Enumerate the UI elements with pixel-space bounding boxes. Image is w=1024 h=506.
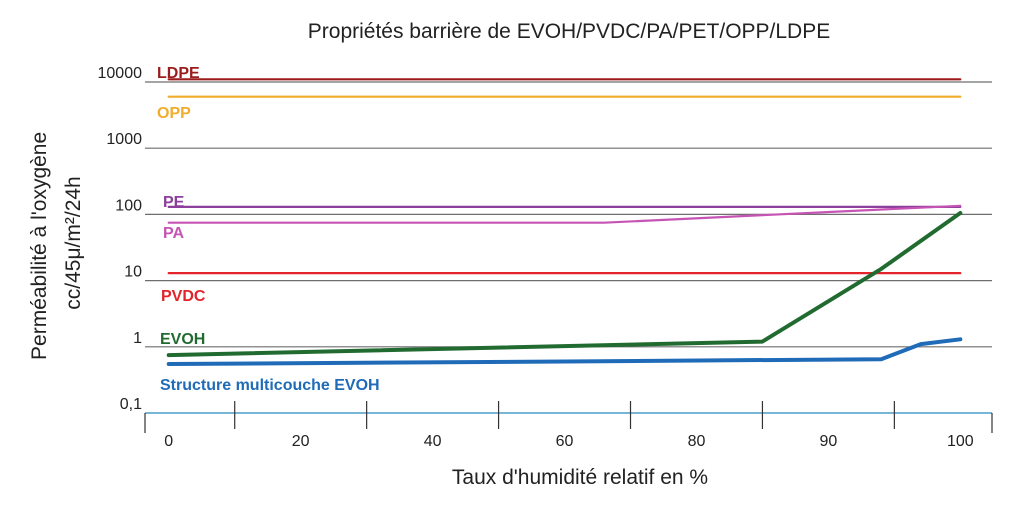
x-tick-label: 20 [292,433,310,450]
x-axis-ticks: 0 20 40 60 80 90 100 [164,433,973,450]
series-labels: LDPE OPP PE PA PVDC EVOH Structure multicouche… [157,65,380,394]
y-tick-label: 10000 [98,65,143,82]
x-tick-label: 90 [820,433,838,450]
x-tick-label: 60 [556,433,574,450]
series-label: Structure multicouche EVOH [160,377,380,394]
y-axis-label-line-2: cc/45μ/m²/24h [62,176,85,310]
series-line [166,337,963,366]
y-tick-label: 0,1 [120,396,142,413]
y-tick-label: 1000 [106,131,142,148]
series-line [166,211,963,358]
series-label: PE [163,194,185,211]
x-tick-label: 40 [424,433,442,450]
series-line [167,204,962,224]
x-axis-label: Taux d'humidité relatif en % [452,466,708,489]
series-label: OPP [157,105,191,122]
y-tick-label: 1 [133,330,142,347]
x-tick-label: 0 [164,433,173,450]
series-label: PVDC [161,288,206,305]
series-label: PA [163,225,184,242]
chart-title: Propriétés barrière de EVOH/PVDC/PA/PET/… [308,20,830,43]
y-axis-ticks: 0,1 1 10 100 1000 10000 [98,65,143,413]
y-axis-label-line-1: Perméabilité à l'oxygène [28,132,51,360]
y-tick-label: 10 [124,264,142,281]
x-axis [144,401,993,433]
y-tick-label: 100 [115,197,142,214]
plot-area: 0,1 1 10 100 1000 10000 0 20 40 60 80 90 100 LDPE OP… [98,65,993,450]
x-tick-label: 80 [688,433,706,450]
series-label: LDPE [157,65,200,82]
series-label: EVOH [160,331,205,348]
x-tick-label: 100 [947,433,974,450]
gridlines [145,81,992,414]
y-axis-label: Perméabilité à l'oxygène cc/45μ/m²/24h [28,126,85,360]
series-lines [166,78,963,366]
